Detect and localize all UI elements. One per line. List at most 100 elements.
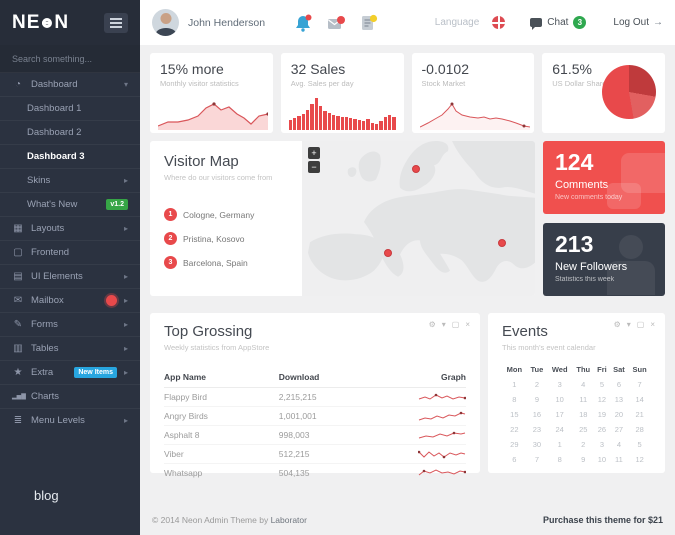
calendar-day[interactable]: 11: [615, 455, 623, 464]
weekday-header: Sun: [632, 365, 647, 374]
calendar-day[interactable]: 2: [581, 440, 586, 449]
sidebar-item-tables[interactable]: ▥ Tables ▸: [0, 336, 140, 360]
calendar-day[interactable]: 7: [534, 455, 539, 464]
calendar-day[interactable]: 23: [532, 425, 542, 434]
logout-button[interactable]: Log Out →: [613, 17, 663, 28]
gear-icon[interactable]: ⚙: [613, 320, 621, 329]
calendar-day[interactable]: 26: [597, 425, 607, 434]
panel-controls: ⚙ ▾ ▢ ×: [429, 320, 470, 329]
europe-map[interactable]: + −: [302, 141, 535, 296]
calendar-day[interactable]: 10: [597, 455, 607, 464]
search-input[interactable]: [12, 53, 129, 64]
sidebar-item-whats-new[interactable]: What's New v1.2: [0, 192, 140, 216]
calendar-day[interactable]: 2: [534, 380, 539, 389]
calendar-day[interactable]: 4: [581, 380, 586, 389]
map-zoom-out-button[interactable]: −: [308, 161, 320, 173]
map-zoom-in-button[interactable]: +: [308, 147, 320, 159]
user-name[interactable]: John Henderson: [188, 16, 266, 29]
calendar-day[interactable]: 6: [616, 380, 622, 389]
sidebar-item-extra[interactable]: ★ Extra New Items ▸: [0, 360, 140, 384]
calendar-day[interactable]: 9: [581, 455, 586, 464]
user-avatar[interactable]: [152, 9, 179, 36]
purchase-link[interactable]: Purchase this theme for $21: [542, 515, 663, 525]
tasks-list-icon[interactable]: [359, 13, 379, 33]
calendar-day[interactable]: 22: [510, 425, 519, 434]
sidebar-item-frontend[interactable]: ▢ Frontend: [0, 240, 140, 264]
sidebar-item-dashboard[interactable]: ◔ Dashboard ▾: [0, 73, 140, 96]
neon-logo[interactable]: NE N: [12, 12, 69, 34]
followers-count: 213: [555, 231, 594, 257]
stat-card-sales: 32 Sales Avg. Sales per day: [280, 53, 404, 133]
calendar-day[interactable]: 8: [512, 395, 517, 404]
calendar-day[interactable]: 11: [579, 395, 588, 404]
collapse-chevron-icon[interactable]: ▾: [441, 320, 446, 329]
calendar-day[interactable]: 5: [637, 440, 642, 449]
stat-cards-row: 15% more Monthly visitor statistics 32 S…: [150, 53, 665, 133]
calendar-day[interactable]: 28: [635, 425, 644, 434]
calendar-day[interactable]: 15: [510, 410, 519, 419]
calendar-day[interactable]: 12: [597, 395, 607, 404]
language-flag-icon[interactable]: [492, 16, 506, 29]
calendar-day[interactable]: 1: [512, 380, 517, 389]
calendar-day[interactable]: 3: [599, 440, 604, 449]
calendar-day[interactable]: 29: [510, 440, 519, 449]
sidebar-item-dashboard2[interactable]: Dashboard 2: [0, 120, 140, 144]
calendar-day[interactable]: 19: [597, 410, 607, 419]
calendar-day[interactable]: 9: [534, 395, 539, 404]
sidebar-item-layouts[interactable]: ▦ Layouts ▸: [0, 216, 140, 240]
calendar-day[interactable]: 10: [555, 395, 564, 404]
calendar-day[interactable]: 12: [635, 455, 644, 464]
sidebar-collapse-button[interactable]: [104, 12, 128, 33]
column-header: Graph: [399, 368, 466, 388]
sidebar-item-menu-levels[interactable]: ≣ Menu Levels ▸: [0, 408, 140, 432]
close-icon[interactable]: ×: [465, 320, 470, 329]
calendar-day[interactable]: 14: [635, 395, 644, 404]
collapse-chevron-icon[interactable]: ▾: [626, 320, 631, 329]
side-cards: 124 Comments New comments today 213 New …: [543, 141, 665, 296]
sidebar-item-ui-elements[interactable]: ▤ UI Elements ▸: [0, 264, 140, 288]
chat-button[interactable]: Chat 3: [530, 16, 587, 30]
table-icon: ▥: [13, 343, 23, 354]
close-icon[interactable]: ×: [650, 320, 655, 329]
calendar-day[interactable]: 16: [532, 410, 542, 419]
calendar-day[interactable]: 7: [637, 380, 642, 389]
gear-icon[interactable]: ⚙: [428, 320, 436, 329]
calendar-day[interactable]: 6: [512, 455, 517, 464]
stat-subtitle: US Dollar Share: [552, 79, 607, 88]
calendar-day[interactable]: 18: [579, 410, 588, 419]
sidebar-item-forms[interactable]: ✎ Forms ▸: [0, 312, 140, 336]
mid-row: Visitor Map Where do our visitors come f…: [150, 141, 665, 296]
calendar-day[interactable]: 20: [614, 410, 624, 419]
stat-title: 32 Sales: [290, 61, 346, 77]
line-sparkline-chart: [419, 102, 530, 130]
brand-link[interactable]: Laborator: [270, 515, 307, 525]
expand-icon[interactable]: ▢: [451, 320, 460, 329]
calendar-day[interactable]: 30: [532, 440, 542, 449]
calendar-day[interactable]: 3: [557, 380, 562, 389]
calendar-day[interactable]: 4: [616, 440, 622, 449]
chart-bars-icon: ▂▅▇: [12, 394, 26, 400]
calendar-day[interactable]: 25: [579, 425, 588, 434]
calendar-day[interactable]: 21: [635, 410, 644, 419]
logo-text-left: NE: [12, 11, 41, 33]
sidebar-item-charts[interactable]: ▂▅▇ Charts: [0, 384, 140, 408]
sidebar-item-skins[interactable]: Skins ▸: [0, 168, 140, 192]
calendar-day[interactable]: 24: [555, 425, 564, 434]
notifications-bell-icon[interactable]: [293, 13, 313, 33]
stat-title: 61.5%: [552, 61, 592, 77]
calendar-day[interactable]: 8: [557, 455, 562, 464]
language-label[interactable]: Language: [434, 17, 480, 28]
messages-mail-icon[interactable]: [326, 13, 346, 33]
expand-icon[interactable]: ▢: [636, 320, 645, 329]
download-count: 998,003: [278, 425, 400, 445]
table-row: Flappy Bird 2,215,215: [164, 387, 467, 407]
sidebar-item-dashboard3[interactable]: Dashboard 3: [0, 144, 140, 168]
calendar-day[interactable]: 27: [614, 425, 624, 434]
calendar-day[interactable]: 1: [557, 440, 562, 449]
calendar-day[interactable]: 5: [599, 380, 604, 389]
calendar-day[interactable]: 17: [555, 410, 564, 419]
logout-label: Log Out: [613, 17, 649, 28]
sidebar-item-dashboard1[interactable]: Dashboard 1: [0, 96, 140, 120]
calendar-day[interactable]: 13: [614, 395, 624, 404]
sidebar-item-mailbox[interactable]: ✉ Mailbox ▸: [0, 288, 140, 312]
